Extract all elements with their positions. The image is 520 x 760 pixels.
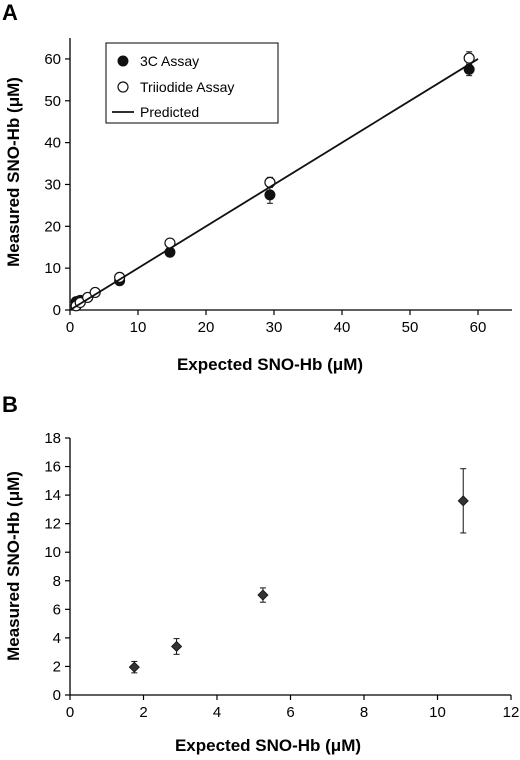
legend-3c-label: 3C Assay (140, 53, 199, 69)
panel-a-x-tick-label: 40 (334, 319, 351, 336)
panel-b-x-tick-label: 2 (139, 704, 147, 721)
panel-b-x-axis-title: Expected SNO-Hb (μM) (175, 736, 361, 755)
panel-a-y-axis-title: Measured SNO-Hb (μM) (4, 77, 23, 267)
panel-a-axes (69, 38, 512, 311)
panel-b-y-tick-label: 8 (53, 573, 61, 590)
panel-a-x-tick-label: 30 (266, 319, 283, 336)
panel-a-letter: A (2, 0, 18, 25)
panel-b-x-tick-label: 0 (66, 704, 74, 721)
panel-a-x-tick-label: 60 (470, 319, 487, 336)
data-point-3c-assay (264, 189, 276, 201)
panel-a-y-tick-label: 60 (44, 51, 61, 68)
panel-b-y-tick-label: 10 (44, 544, 61, 561)
panel-a-y-tick-label: 20 (44, 218, 61, 235)
legend-3c-marker (117, 55, 129, 67)
panel-b-x-tick-label: 10 (429, 704, 446, 721)
panel-a-legend: 3C Assay Triiodide Assay Predicted (105, 42, 279, 124)
panel-b-y-tick-label: 12 (44, 516, 61, 533)
panel-a-y-tick-label: 10 (44, 260, 61, 277)
panel-b: B 0 2 4 6 8 10 12 0 2 4 6 8 10 12 14 16 18 Expected SNO-… (2, 392, 519, 755)
panel-a-predicted-line (69, 58, 479, 311)
panel-a-y-tick-label: 50 (44, 93, 61, 110)
panel-a-y-tick-label: 30 (44, 176, 61, 193)
legend-triiodide-label: Triiodide Assay (140, 79, 234, 95)
panel-a-ticks: 0 10 20 30 40 50 60 0 10 20 30 40 50 60 (44, 51, 486, 336)
panel-b-x-tick-label: 12 (503, 704, 520, 721)
legend-predicted-label: Predicted (140, 104, 199, 120)
data-point-diamond (457, 495, 469, 507)
panel-b-y-tick-label: 18 (44, 430, 61, 447)
data-point-diamond (171, 640, 183, 653)
panel-b-x-tick-label: 4 (213, 704, 221, 721)
panel-b-y-tick-label: 6 (53, 601, 61, 618)
panel-b-ticks: 0 2 4 6 8 10 12 0 2 4 6 8 10 12 14 16 18 (44, 430, 519, 721)
data-point-triiodide-assay (463, 52, 475, 64)
panel-a: A 0 10 20 30 40 50 60 0 10 20 30 40 50 60 Expected SN… (2, 0, 512, 374)
panel-a-legend-box (105, 42, 279, 124)
panel-b-y-axis-title: Measured SNO-Hb (μM) (4, 471, 23, 661)
panel-a-x-tick-label: 0 (66, 319, 74, 336)
panel-b-y-tick-label: 16 (44, 459, 61, 476)
panel-a-y-tick-label: 40 (44, 135, 61, 152)
panel-b-y-tick-label: 4 (53, 630, 61, 647)
panel-b-y-tick-label: 2 (53, 658, 61, 675)
legend-triiodide-marker (117, 81, 129, 93)
panel-b-letter: B (2, 392, 18, 417)
panel-b-y-tick-label: 0 (53, 687, 61, 704)
panel-a-y-tick-label: 0 (53, 302, 61, 319)
panel-a-x-tick-label: 50 (402, 319, 419, 336)
panel-a-plot-area (69, 51, 479, 312)
panel-b-plot-area (128, 468, 469, 674)
data-point-diamond (128, 661, 140, 673)
panel-b-axes (69, 438, 511, 696)
panel-b-x-tick-label: 6 (286, 704, 294, 721)
panel-a-x-tick-label: 10 (130, 319, 147, 336)
panel-a-x-tick-label: 20 (198, 319, 215, 336)
data-point-diamond (257, 589, 269, 601)
panel-a-x-axis-title: Expected SNO-Hb (μM) (177, 355, 363, 374)
panel-b-x-tick-label: 8 (360, 704, 368, 721)
panel-b-y-tick-label: 14 (44, 487, 61, 504)
